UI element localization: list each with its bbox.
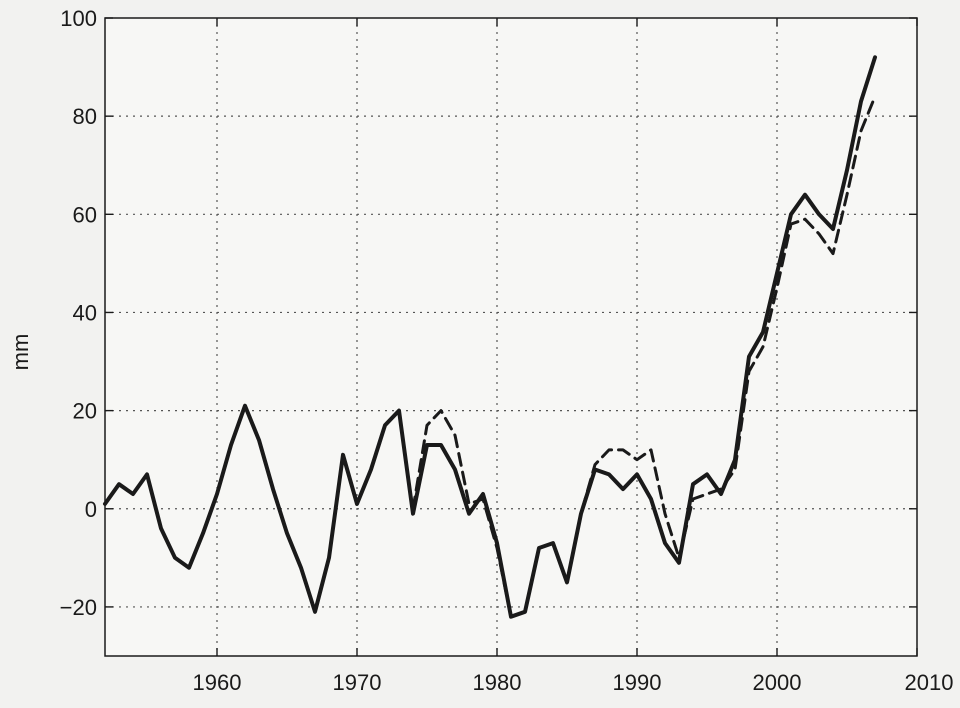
x-tick-label: 1970	[333, 670, 382, 695]
y-tick-label: −20	[60, 595, 97, 620]
plot-background	[105, 18, 917, 656]
plot-frame	[104, 17, 918, 657]
y-tick-labels: −20 0 20 40 60 80 100	[60, 6, 97, 620]
x-tick-label: 1990	[613, 670, 662, 695]
x-tick-label: 2010	[905, 670, 954, 695]
y-tick-label: 80	[73, 104, 97, 129]
tick-marks	[105, 17, 918, 656]
y-tick-label: 100	[60, 6, 97, 31]
y-tick-label: 40	[73, 300, 97, 325]
x-tick-labels: 1960 1970 1980 1990 2000 2010	[193, 670, 954, 695]
y-tick-label: 20	[73, 399, 97, 424]
series-lines	[103, 55, 877, 619]
x-tick-label: 2000	[753, 670, 802, 695]
y-axis-label: mm	[8, 334, 33, 371]
series-line-solid	[103, 55, 877, 619]
series-line-dashed	[411, 95, 877, 619]
y-tick-label: 60	[73, 202, 97, 227]
x-tick-label: 1980	[473, 670, 522, 695]
y-tick-label: 0	[85, 497, 97, 522]
x-tick-label: 1960	[193, 670, 242, 695]
